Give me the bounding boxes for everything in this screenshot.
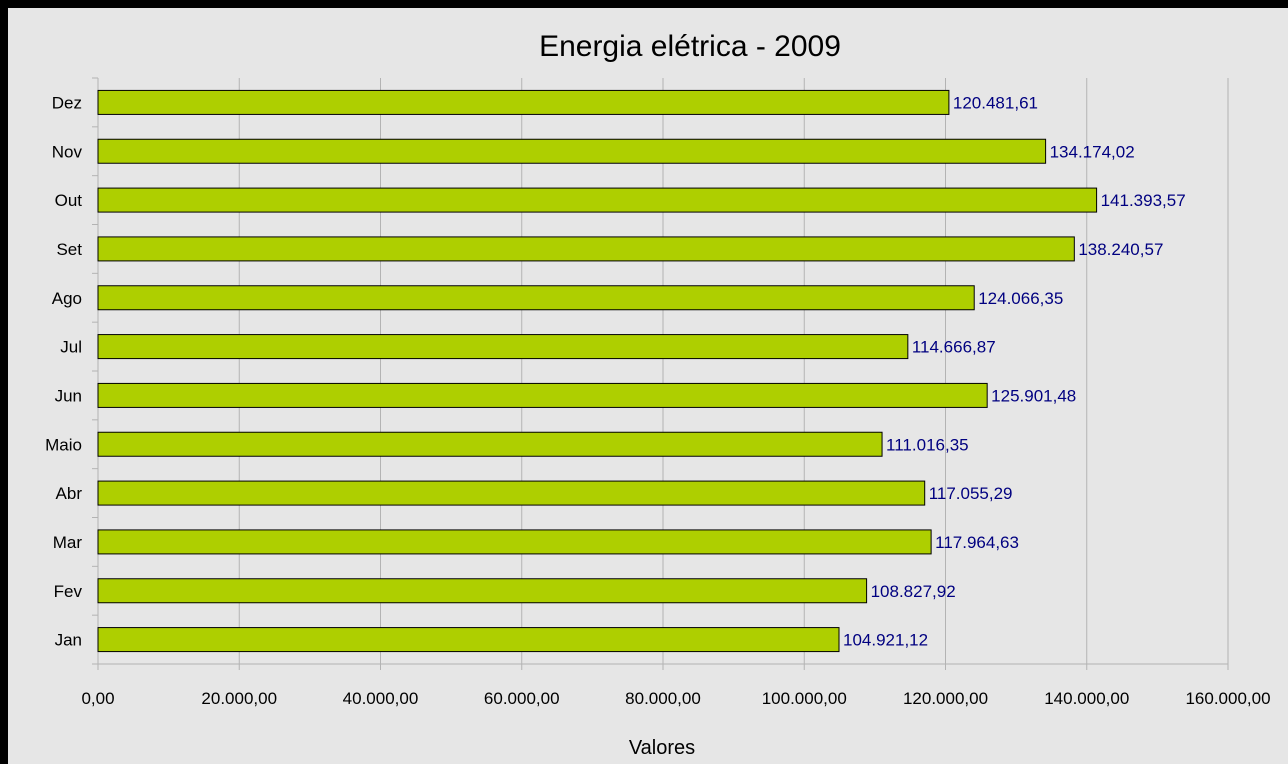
x-axis-title: Valores [629, 737, 695, 759]
x-tick-label: 20.000,00 [201, 689, 277, 708]
grid-lines [238, 78, 1229, 664]
bar-fev [97, 578, 868, 604]
x-tick-label: 0,00 [81, 689, 114, 708]
x-tick-label: 40.000,00 [343, 689, 419, 708]
bar-nov [97, 138, 1047, 164]
category-label: Jun [55, 386, 82, 405]
x-tick-label: 80.000,00 [625, 689, 701, 708]
chart-frame: Energia elétrica - 2009 Jan Fev Mar Abr Maio… [8, 8, 1288, 764]
category-label: Abr [56, 484, 83, 503]
x-tick-label: 160.000,00 [1185, 689, 1270, 708]
category-label: Jan [55, 631, 82, 650]
category-label: Fev [54, 582, 83, 601]
data-label: 111.016,35 [886, 435, 969, 454]
x-tick-label: 120.000,00 [903, 689, 988, 708]
data-label: 138.240,57 [1078, 240, 1163, 259]
x-tick-label: 100.000,00 [762, 689, 847, 708]
data-label: 124.066,35 [978, 289, 1063, 308]
category-label: Jul [60, 338, 82, 357]
x-tick-label: 140.000,00 [1044, 689, 1129, 708]
data-labels: 104.921,12 108.827,92 117.964,63 117.055,29… [843, 93, 1186, 649]
chart-title: Energia elétrica - 2009 [539, 30, 841, 63]
category-label: Out [55, 191, 83, 210]
bar-jan [97, 627, 840, 653]
bar-jul [97, 334, 909, 360]
data-label: 104.921,12 [843, 631, 928, 650]
data-label: 141.393,57 [1101, 191, 1186, 210]
bar-set [97, 236, 1075, 262]
data-label: 120.481,61 [953, 93, 1038, 112]
axes [92, 77, 1229, 670]
x-tick-label: 60.000,00 [484, 689, 560, 708]
data-label: 117.964,63 [935, 533, 1019, 552]
category-label: Ago [52, 289, 82, 308]
category-labels: Jan Fev Mar Abr Maio Jun Jul Ago Set Out Nov Dez [45, 93, 82, 649]
category-label: Mar [53, 533, 83, 552]
data-label: 134.174,02 [1050, 142, 1135, 161]
bar-dez [97, 89, 950, 115]
bar-jun [97, 382, 988, 408]
data-label: 117.055,29 [929, 484, 1013, 503]
category-label: Set [56, 240, 82, 259]
category-label: Maio [45, 435, 82, 454]
data-label: 108.827,92 [871, 582, 956, 601]
data-label: 125.901,48 [991, 386, 1076, 405]
bar-abr [97, 480, 926, 506]
bar-maio [97, 431, 883, 457]
bar-chart: Energia elétrica - 2009 Jan Fev Mar Abr Maio… [45, 30, 1270, 759]
category-label: Dez [52, 93, 82, 112]
bar-mar [97, 529, 932, 555]
x-tick-labels: 0,00 20.000,00 40.000,00 60.000,00 80.000,00… [81, 689, 1270, 708]
bar-out [97, 187, 1098, 213]
category-label: Nov [52, 142, 83, 161]
data-label: 114.666,87 [912, 338, 996, 357]
bars [97, 89, 1098, 653]
bar-ago [97, 285, 975, 311]
